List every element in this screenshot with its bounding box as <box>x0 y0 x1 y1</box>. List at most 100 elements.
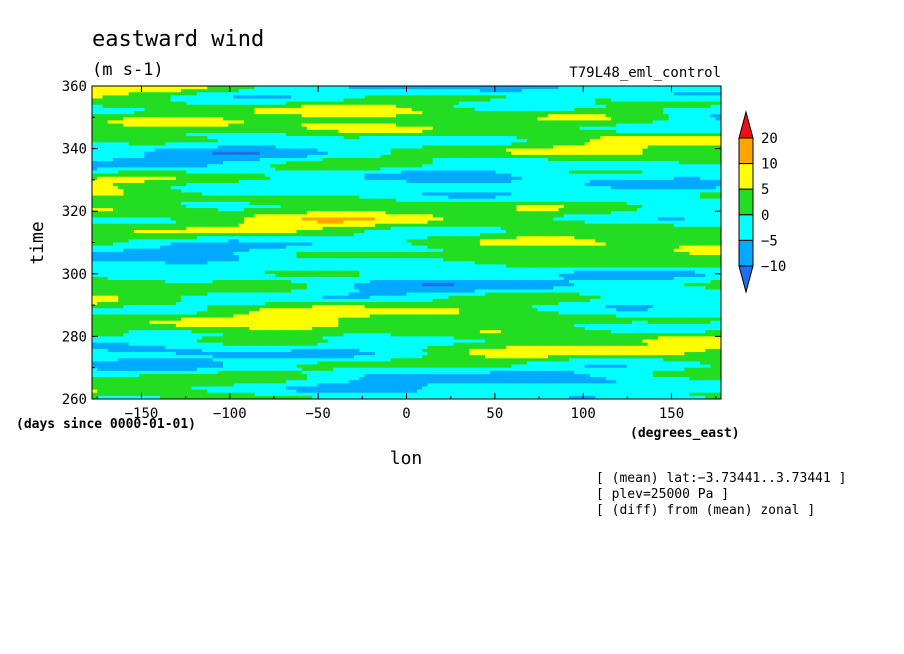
heatmap-cell <box>548 167 554 172</box>
heatmap-cell <box>280 98 287 103</box>
heatmap-cell <box>160 189 166 194</box>
heatmap-cell <box>291 145 298 150</box>
heatmap-cell <box>631 157 638 162</box>
heatmap-cell <box>563 170 570 175</box>
heatmap-cell <box>338 192 345 197</box>
heatmap-cell <box>275 132 282 137</box>
heatmap-cell <box>616 139 623 143</box>
heatmap-cell <box>139 117 146 122</box>
heatmap-cell <box>327 151 334 156</box>
heatmap-cell <box>380 107 387 112</box>
heatmap-cell <box>548 195 554 200</box>
heatmap-cell <box>715 192 721 197</box>
heatmap-cell <box>380 139 387 143</box>
heatmap-cell <box>563 148 570 153</box>
heatmap-cell <box>453 86 460 90</box>
heatmap-cell <box>574 114 581 118</box>
heatmap-cell <box>406 154 413 159</box>
heatmap-cell <box>705 176 712 181</box>
heatmap-cell <box>165 214 172 219</box>
heatmap-cell <box>264 148 271 153</box>
heatmap-cell <box>291 107 298 112</box>
heatmap-cell <box>154 214 161 219</box>
heatmap-cell <box>610 164 617 168</box>
heatmap-cell <box>254 208 261 212</box>
heatmap-cell <box>458 151 465 156</box>
heatmap-cell <box>479 157 486 162</box>
heatmap-cell <box>516 186 523 190</box>
heatmap-cell <box>191 139 198 143</box>
heatmap-cell <box>610 157 617 162</box>
heatmap-cell <box>527 139 533 143</box>
heatmap-cell <box>542 164 549 168</box>
heatmap-cell <box>322 179 329 184</box>
heatmap-cell <box>710 92 717 96</box>
heatmap-cell <box>479 123 486 128</box>
heatmap-cell <box>133 211 140 215</box>
heatmap-cell <box>474 142 481 147</box>
heatmap-cell <box>542 151 549 156</box>
heatmap-cell <box>369 157 376 162</box>
heatmap-cell <box>133 198 140 203</box>
heatmap-cell <box>437 186 444 190</box>
heatmap-cell <box>574 95 581 100</box>
heatmap-cell <box>102 132 109 137</box>
heatmap-cell <box>396 214 402 219</box>
heatmap-cell <box>170 176 177 181</box>
heatmap-cell <box>380 208 387 212</box>
heatmap-cell <box>416 123 423 128</box>
heatmap-cell <box>537 86 544 90</box>
heatmap-cell <box>306 95 313 100</box>
heatmap-cell <box>280 107 287 112</box>
heatmap-cell <box>705 198 712 203</box>
heatmap-cell <box>458 195 465 200</box>
heatmap-cell <box>542 161 549 165</box>
heatmap-cell <box>416 173 423 178</box>
heatmap-cell <box>254 126 261 131</box>
heatmap-cell <box>144 132 151 137</box>
heatmap-cell <box>427 86 434 90</box>
heatmap-cell <box>464 186 470 190</box>
heatmap-cell <box>375 123 381 128</box>
heatmap-cell <box>506 139 512 143</box>
heatmap-cell <box>139 139 146 143</box>
heatmap-cell <box>238 126 245 131</box>
heatmap-cell <box>364 154 371 159</box>
heatmap-cell <box>343 117 350 122</box>
heatmap-cell <box>448 192 455 197</box>
heatmap-cell <box>621 189 628 194</box>
heatmap-cell <box>296 145 303 150</box>
heatmap-cell <box>437 151 444 156</box>
heatmap-cell <box>296 111 303 115</box>
heatmap-cell <box>663 161 670 165</box>
heatmap-cell <box>506 136 512 140</box>
heatmap-cell <box>264 186 271 190</box>
heatmap-cell <box>375 176 381 181</box>
heatmap-cell <box>406 129 413 134</box>
heatmap-cell <box>254 111 261 115</box>
heatmap-cell <box>527 120 533 125</box>
heatmap-cell <box>207 195 214 200</box>
heatmap-cell <box>684 167 691 172</box>
heatmap-cell <box>112 186 119 190</box>
heatmap-cell <box>684 186 691 190</box>
heatmap-cell <box>343 142 350 147</box>
heatmap-cell <box>285 179 292 184</box>
heatmap-cell <box>317 204 324 209</box>
heatmap-cell <box>97 204 104 209</box>
heatmap-cell <box>396 167 402 172</box>
heatmap-cell <box>600 204 607 209</box>
heatmap-cell <box>485 192 491 197</box>
heatmap-cell <box>296 170 303 175</box>
heatmap-cell <box>264 111 271 115</box>
heatmap-cell <box>385 132 392 137</box>
heatmap-cell <box>495 189 502 194</box>
heatmap-cell <box>673 120 680 125</box>
heatmap-cell <box>212 154 219 159</box>
heatmap-cell <box>568 89 575 93</box>
heatmap-cell <box>170 157 177 162</box>
heatmap-cell <box>684 151 691 156</box>
heatmap-cell <box>490 167 497 172</box>
heatmap-cell <box>652 170 659 175</box>
heatmap-cell <box>684 114 691 118</box>
